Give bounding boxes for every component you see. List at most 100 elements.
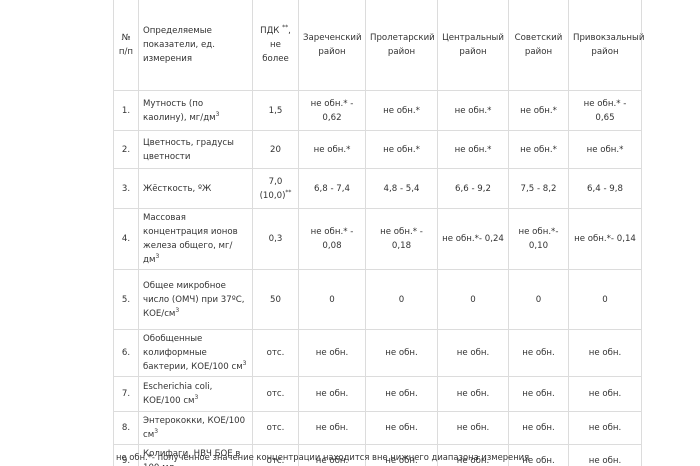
table-cell: не обн. — [298, 329, 366, 377]
table-cell: не обн.* — [365, 130, 438, 169]
header-cell: Советский район — [508, 0, 569, 91]
header-cell: № п/п — [113, 0, 139, 91]
table-cell: не обн. — [568, 444, 642, 466]
table-cell: 4,8 - 5,4 — [365, 168, 438, 209]
table-cell: Обобщенные колиформные бактерии, КОЕ/100… — [138, 329, 253, 377]
table-row: 9.Колифаги, НВЧ БОЕ в 100 млотс.не обн.н… — [113, 444, 642, 466]
table-cell: 7,0 (10,0)** — [252, 168, 299, 209]
superscript: 3 — [154, 428, 159, 436]
superscript: ** — [282, 23, 289, 31]
table-cell: 50 — [252, 269, 299, 330]
table-cell: не обн.* - 0,65 — [568, 90, 642, 131]
text-part: 7,0 (10,0) — [259, 176, 286, 201]
table-cell: не обн. — [568, 411, 642, 445]
table-cell: не обн.* — [437, 130, 509, 169]
table-cell: 2. — [113, 130, 139, 169]
table-cell: 20 — [252, 130, 299, 169]
table-cell: не обн. — [508, 329, 569, 377]
header-cell: ПДК **, не более — [252, 0, 299, 91]
table-cell: не обн. — [437, 411, 509, 445]
table-cell: не обн.* — [365, 90, 438, 131]
table-cell: 6,6 - 9,2 — [437, 168, 509, 209]
table-cell: Жёсткость, ºЖ — [138, 168, 253, 209]
table-cell: Мутность (по каолину), мг/дм3 — [138, 90, 253, 131]
text-part: , не более — [262, 25, 291, 64]
table-cell: 1. — [113, 90, 139, 131]
table-cell: 6. — [113, 329, 139, 377]
table-cell: не обн. — [437, 329, 509, 377]
table-cell: не обн. — [298, 376, 366, 412]
table-cell: не обн.* - 0,62 — [298, 90, 366, 131]
superscript: 3 — [194, 394, 199, 402]
table-cell: 4. — [113, 208, 139, 270]
superscript: 3 — [242, 360, 247, 368]
table-cell: отс. — [252, 411, 299, 445]
table-cell: не обн. — [568, 376, 642, 412]
table-cell: не обн.* — [437, 90, 509, 131]
table-cell: 6,8 - 7,4 — [298, 168, 366, 209]
table-cell: не обн. — [437, 376, 509, 412]
table-cell: Массовая концентрация ионов железа общег… — [138, 208, 253, 270]
table-cell: не обн. — [365, 376, 438, 412]
header-row: № п/п Определяемые показатели, ед. измере… — [113, 0, 644, 91]
table-row: 2. Цветность, градусы цветности 20 не обн.*… — [113, 130, 642, 169]
table-cell: Цветность, градусы цветности — [138, 130, 253, 169]
table-cell: Энтерококки, КОЕ/100 см3 — [138, 411, 253, 445]
table-cell: не обн.* — [298, 130, 366, 169]
header-cell: Пролетарский район — [365, 0, 438, 91]
table-cell: 0 — [298, 269, 366, 330]
table-cell: 6,4 - 9,8 — [568, 168, 642, 209]
text-part: Мутность (по каолину), мг/дм — [143, 98, 216, 123]
table-row: 1. Мутность (по каолину), мг/дм3 1,5 не обн… — [113, 90, 642, 131]
table-cell: 0 — [365, 269, 438, 330]
table-cell: не обн.*- 0,24 — [437, 208, 509, 270]
table-cell: не обн. — [508, 376, 569, 412]
table-cell: 0 — [508, 269, 569, 330]
footnote: не обн.*- полученное значение концентрац… — [116, 452, 530, 462]
table-cell: 0,3 — [252, 208, 299, 270]
header-cell: Зареченский район — [298, 0, 366, 91]
text-part: Массовая концентрация ионов железа общег… — [143, 213, 238, 265]
table-cell: отс. — [252, 376, 299, 412]
header-cell: Определяемые показатели, ед. измерения — [138, 0, 253, 91]
table-cell: 7. — [113, 376, 139, 412]
table-cell: Общее микробное число (ОМЧ) при 37ºС, КО… — [138, 269, 253, 330]
table-cell: не обн. — [365, 411, 438, 445]
superscript: ** — [285, 188, 292, 196]
table-cell: не обн.*- 0,10 — [508, 208, 569, 270]
table-cell: 8. — [113, 411, 139, 445]
text-part: Обобщенные колиформные бактерии, КОЕ/100… — [143, 334, 243, 372]
header-cell: Привокзальный район — [568, 0, 644, 91]
table-cell: отс. — [252, 329, 299, 377]
table-cell: не обн. — [298, 411, 366, 445]
table-cell: 3. — [113, 168, 139, 209]
text-part: Энтерококки, КОЕ/100 см — [143, 416, 246, 440]
table-cell: 0 — [437, 269, 509, 330]
table-row: 3. Жёсткость, ºЖ 7,0 (10,0)** 6,8 - 7,4 4,8 … — [113, 168, 642, 209]
table-cell: 0 — [568, 269, 642, 330]
table-cell: не обн.* — [508, 90, 569, 131]
table-cell: не обн.* — [508, 130, 569, 169]
table-cell: 7,5 - 8,2 — [508, 168, 569, 209]
table-row: 6. Обобщенные колиформные бактерии, КОЕ/1… — [113, 329, 642, 377]
table-cell: не обн.* - 0,08 — [298, 208, 366, 270]
table-row: 5. Общее микробное число (ОМЧ) при 37ºС, … — [113, 269, 642, 330]
text-part: Escherichia coli, КОЕ/100 см — [143, 382, 213, 406]
table-cell: не обн.* - 0,18 — [365, 208, 438, 270]
table-cell: 5. — [113, 269, 139, 330]
header-cell: Центральный район — [437, 0, 509, 91]
text-part: ПДК — [260, 25, 283, 36]
table-cell: Escherichia coli, КОЕ/100 см3 — [138, 376, 253, 412]
table-row: 4. Массовая концентрация ионов железа общ… — [113, 208, 642, 270]
table-row: 7. Escherichia coli, КОЕ/100 см3 отс. не об… — [113, 376, 642, 412]
table-cell: не обн.* — [568, 130, 642, 169]
data-table: № п/п Определяемые показатели, ед. измере… — [113, 0, 644, 466]
superscript: 3 — [155, 253, 160, 261]
table-cell: не обн. — [508, 411, 569, 445]
table-body: № п/п Определяемые показатели, ед. измере… — [113, 0, 644, 466]
superscript: 3 — [175, 306, 180, 314]
table-cell: не обн. — [365, 329, 438, 377]
table-cell: 1,5 — [252, 90, 299, 131]
